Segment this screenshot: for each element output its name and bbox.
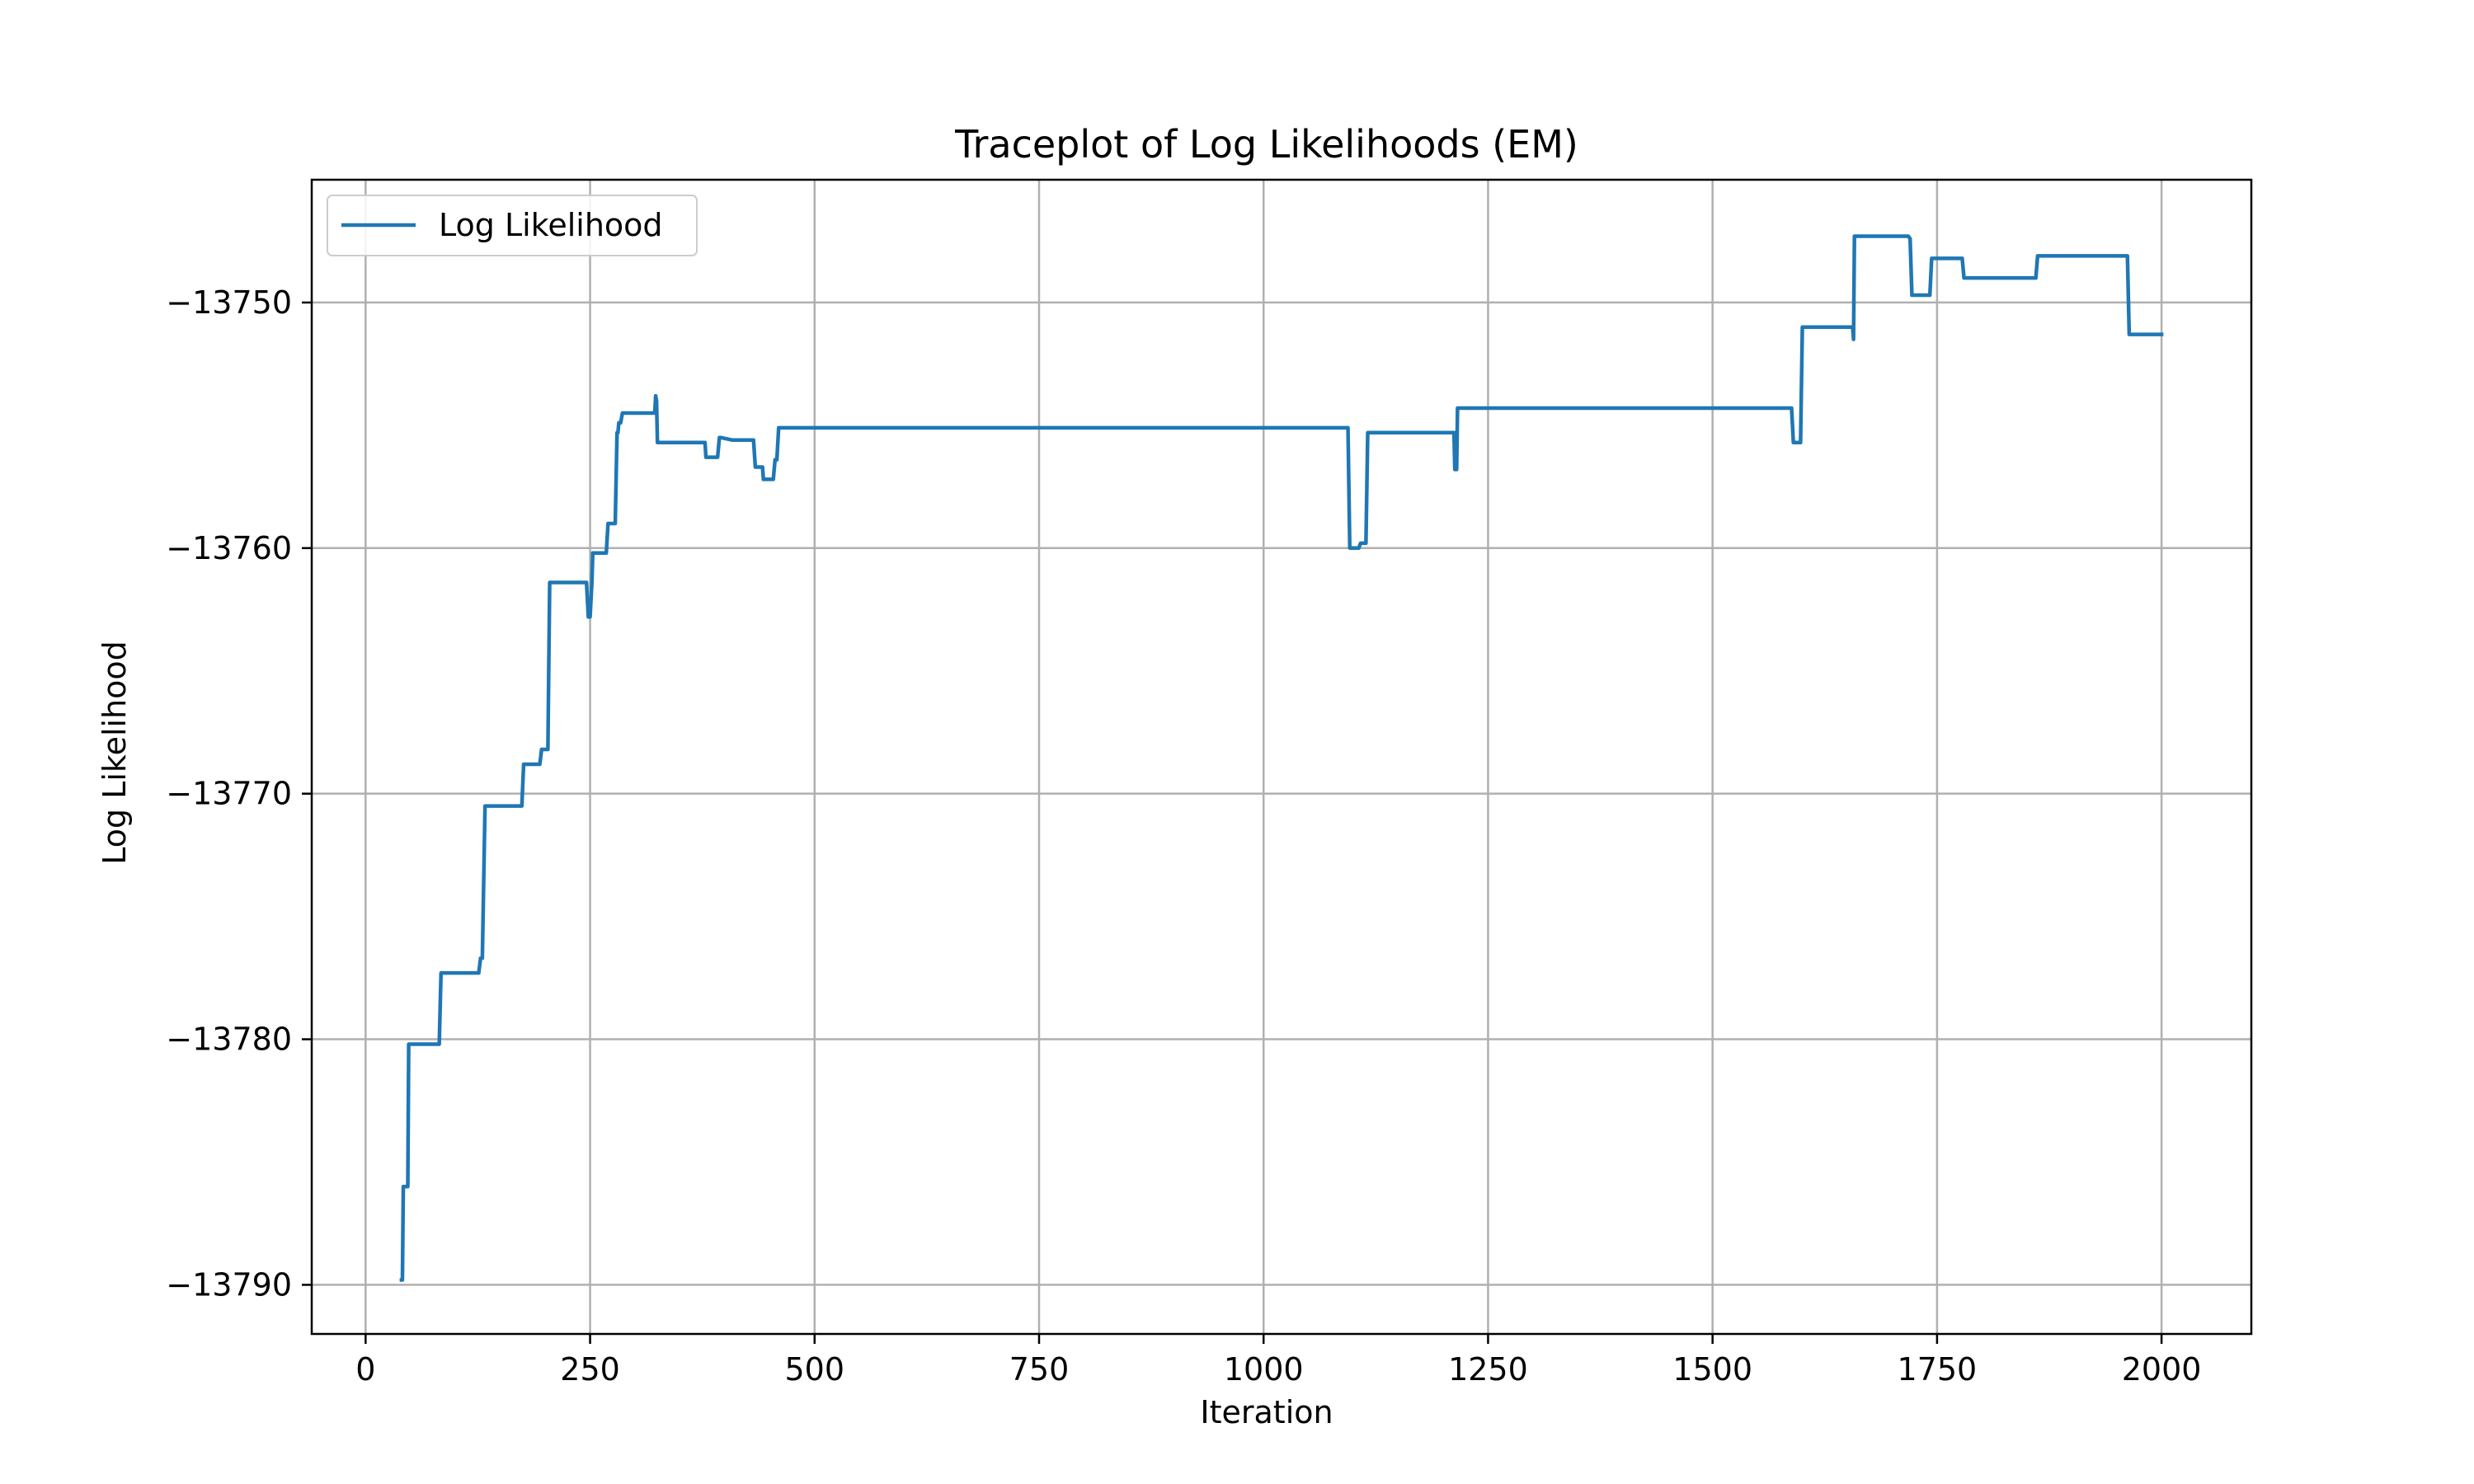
x-tick-label: 250 [560, 1351, 620, 1388]
x-tick-label: 1250 [1448, 1351, 1528, 1388]
y-tick-label: −13760 [166, 530, 292, 566]
x-tick-label: 500 [785, 1351, 845, 1388]
legend-entry-label: Log Likelihood [439, 207, 663, 243]
plot-frame [310, 178, 2253, 1336]
x-tick-label: 0 [355, 1351, 375, 1388]
x-tick-label: 1500 [1672, 1351, 1752, 1388]
y-tick-label: −13790 [166, 1266, 292, 1303]
legend: Log Likelihood [327, 195, 698, 256]
x-tick-label: 2000 [2122, 1351, 2202, 1388]
chart-title: Traceplot of Log Likelihoods (EM) [954, 122, 1578, 167]
x-axis-label: Iteration [1200, 1394, 1333, 1430]
ticks: 0 250 500 750 1000 1250 1500 1750 2000 −13790 −137… [166, 284, 2201, 1388]
y-tick-label: −13780 [166, 1021, 292, 1058]
y-tick-label: −13770 [166, 776, 292, 812]
grid-lines [312, 180, 2251, 1334]
y-axis-label: Log Likelihood [96, 641, 133, 865]
y-tick-label: −13750 [166, 284, 292, 321]
x-tick-label: 750 [1009, 1351, 1070, 1388]
series-line-log-likelihood [399, 234, 2164, 1282]
x-tick-label: 1000 [1224, 1351, 1304, 1388]
series-layer [399, 234, 2164, 1282]
x-tick-label: 1750 [1898, 1351, 1978, 1388]
legend-box [327, 195, 698, 256]
